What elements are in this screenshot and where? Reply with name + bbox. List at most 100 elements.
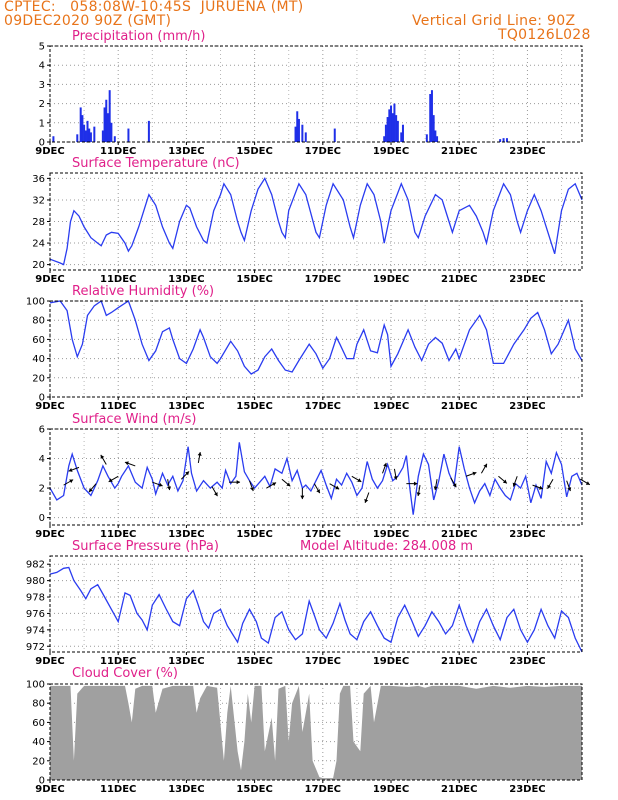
x-tick-label: 11DEC <box>100 784 136 795</box>
precip-bar <box>108 90 111 142</box>
wind-arrow-head <box>383 462 388 467</box>
precip-bar <box>499 139 502 142</box>
precip-bar <box>147 120 150 142</box>
x-tick-label: 13DEC <box>168 656 204 667</box>
wind-arrow-head <box>166 486 171 491</box>
y-tick-label: 974 <box>26 625 45 636</box>
wind-arrow-head <box>547 484 552 489</box>
y-tick-label: 5 <box>39 42 45 53</box>
precip-bar <box>89 132 92 142</box>
wind-title: Surface Wind (m/s) <box>72 412 197 427</box>
precip-bar <box>127 128 130 142</box>
x-tick-label: 13DEC <box>168 274 204 285</box>
precip-bar <box>333 128 336 142</box>
y-tick-label: 60 <box>32 335 45 346</box>
wind-arrow-head <box>483 463 487 468</box>
precip-bar <box>105 99 108 142</box>
wind-arrow-head <box>158 482 163 487</box>
precip-bar <box>400 132 403 142</box>
wind-arrow-head <box>197 452 202 456</box>
y-tick-label: 6 <box>39 425 45 436</box>
x-tick-label: 13DEC <box>168 146 204 157</box>
x-tick-label: 21DEC <box>441 401 477 412</box>
x-tick-label: 19DEC <box>373 656 409 667</box>
x-tick-label: 11DEC <box>100 146 136 157</box>
wind-arrow-head <box>364 498 369 503</box>
precip-bar <box>436 136 439 142</box>
precip-bar <box>83 124 86 142</box>
precip-bar <box>79 107 82 142</box>
precip-bar <box>297 118 300 142</box>
x-tick-label: 21DEC <box>441 784 477 795</box>
x-tick-label: 19DEC <box>373 401 409 412</box>
plot-frame <box>49 300 583 398</box>
wind-arrow-head <box>585 481 590 485</box>
rh-line <box>49 299 583 375</box>
y-tick-label: 980 <box>26 576 45 587</box>
precip-bar <box>393 103 396 142</box>
x-tick-label: 23DEC <box>509 784 545 795</box>
precip-bar <box>384 124 387 142</box>
plot-frame <box>49 555 583 653</box>
wind-arrow-head <box>88 488 93 493</box>
y-tick-label: 1 <box>39 118 45 129</box>
precip-bar <box>301 124 304 142</box>
y-tick-label: 28 <box>32 217 45 228</box>
precip-bar <box>432 115 435 142</box>
temp-chart: 20 24 28 32 36 9DEC 11DEC 13DEC 15DEC 17DEC 19DEC 2… <box>32 172 583 285</box>
precip-bar <box>113 136 116 142</box>
temp-title: Surface Temperature (nC) <box>72 156 240 171</box>
precip-bar <box>386 117 389 142</box>
x-tick-label: 9DEC <box>35 274 64 285</box>
wind-arrow-head <box>68 468 73 472</box>
wind-arrow-head <box>433 486 438 491</box>
precip-bar <box>396 120 399 142</box>
x-tick-label: 15DEC <box>236 529 272 540</box>
x-tick-label: 11DEC <box>100 274 136 285</box>
y-tick-label: 80 <box>32 316 45 327</box>
precip-bar <box>304 132 307 142</box>
y-tick-label: 20 <box>32 260 45 271</box>
y-tick-label: 0 <box>39 513 45 524</box>
x-tick-label: 17DEC <box>305 401 341 412</box>
wind-arrow-head <box>452 483 457 488</box>
wind-arrow-head <box>236 480 241 485</box>
y-tick-label: 982 <box>26 560 45 571</box>
pressure-title: Surface Pressure (hPa) <box>72 539 219 554</box>
wind-arrow-head <box>393 475 398 480</box>
wind-arrow-head <box>472 471 477 476</box>
wind-arrow-head <box>538 485 543 490</box>
precip-bar <box>103 107 106 142</box>
wind-arrow-head <box>335 485 340 490</box>
x-tick-label: 21DEC <box>441 656 477 667</box>
plot-frame <box>49 45 583 143</box>
precip-bar <box>502 138 505 142</box>
x-tick-label: 19DEC <box>373 274 409 285</box>
precip-bar <box>86 120 89 142</box>
wind-arrow-head <box>300 495 305 500</box>
x-tick-label: 13DEC <box>168 401 204 412</box>
precip-bar <box>383 136 386 142</box>
rh-chart: 0 20 40 60 80 100 9DEC 11DEC 13DEC 15DEC 17DEC 19DE… <box>26 297 583 412</box>
x-tick-label: 9DEC <box>35 401 64 412</box>
x-tick-label: 15DEC <box>236 274 272 285</box>
x-tick-label: 17DEC <box>305 274 341 285</box>
y-tick-label: 80 <box>32 699 45 710</box>
wind-arrow-head <box>108 478 113 482</box>
precip-bar <box>434 130 437 142</box>
y-tick-label: 20 <box>32 373 45 384</box>
precip-bar <box>93 126 96 142</box>
model-altitude: Model Altitude: 284.008 m <box>300 539 474 554</box>
precip-bar <box>52 136 55 142</box>
precip-bar <box>101 130 104 142</box>
wind-arrow-head <box>413 481 418 486</box>
precip-bar <box>110 122 113 142</box>
wind-line <box>49 442 583 515</box>
run-date: 09DEC2020 90Z (GMT) <box>4 13 172 29</box>
cloud-title: Cloud Cover (%) <box>72 666 178 681</box>
grid-note: Vertical Grid Line: 90Z <box>412 13 576 29</box>
plot-frame <box>49 683 583 781</box>
wind-arrow-head <box>69 479 74 484</box>
wind-arrow-head <box>286 482 291 487</box>
